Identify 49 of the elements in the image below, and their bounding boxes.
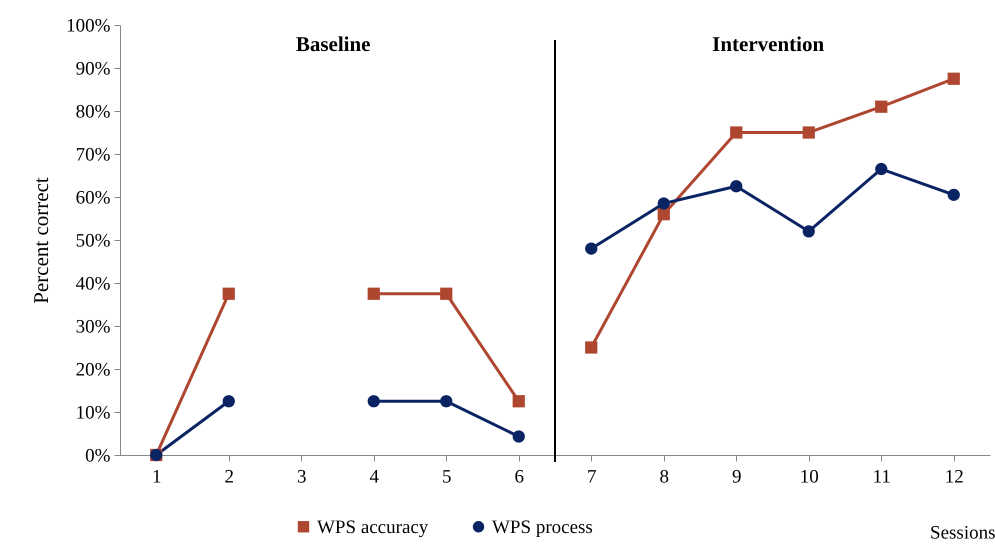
- point: [368, 288, 380, 300]
- point: [730, 126, 742, 139]
- y-axis-title: Percent correct: [29, 177, 54, 304]
- point: [440, 395, 452, 408]
- point: [368, 395, 380, 408]
- x-tick-label: 6: [514, 466, 524, 488]
- y-tick-label: 20%: [76, 360, 111, 380]
- point: [512, 395, 525, 408]
- x-tick-label: 11: [872, 466, 891, 488]
- x-axis-title: Sessions: [930, 522, 995, 544]
- x-tick-label: 12: [944, 466, 964, 488]
- y-tick-label: 0%: [85, 446, 111, 466]
- point: [730, 180, 742, 192]
- y-tick-label: 70%: [76, 144, 111, 166]
- point: [512, 430, 525, 443]
- annotation: Baseline: [296, 32, 370, 56]
- point: [948, 188, 960, 201]
- x-tick-label: 10: [800, 466, 819, 488]
- point: [658, 197, 670, 210]
- y-tick-label: 10%: [76, 402, 111, 424]
- y-tick-label: 50%: [76, 230, 111, 252]
- point: [222, 288, 235, 300]
- point: [440, 288, 452, 300]
- point: [802, 126, 815, 139]
- y-tick-label: 40%: [76, 274, 111, 294]
- point: [802, 225, 815, 238]
- point: [222, 395, 235, 408]
- annotation: Intervention: [712, 32, 824, 56]
- y-tick-label: 30%: [76, 316, 111, 338]
- x-tick-label: 1: [152, 466, 162, 488]
- y-tick-label: 60%: [76, 188, 111, 208]
- legend-label: WPS process: [492, 516, 593, 538]
- x-tick-label: 2: [224, 466, 234, 488]
- x-tick-label: 9: [732, 466, 742, 488]
- x-tick-label: 3: [297, 466, 306, 488]
- point: [658, 208, 670, 220]
- legend-label: WPS accuracy: [317, 516, 429, 538]
- x-tick-label: 7: [587, 466, 596, 488]
- x-tick-label: 5: [442, 466, 452, 488]
- point: [948, 72, 960, 85]
- y-tick-label: 90%: [76, 58, 111, 80]
- point: [585, 242, 598, 255]
- y-tick-label: 100%: [66, 16, 111, 36]
- point: [875, 162, 888, 176]
- x-tick-label: 4: [370, 466, 380, 488]
- point: [875, 100, 888, 113]
- point: [585, 341, 598, 354]
- x-tick-label: 8: [660, 466, 669, 488]
- y-tick-label: 80%: [76, 102, 111, 122]
